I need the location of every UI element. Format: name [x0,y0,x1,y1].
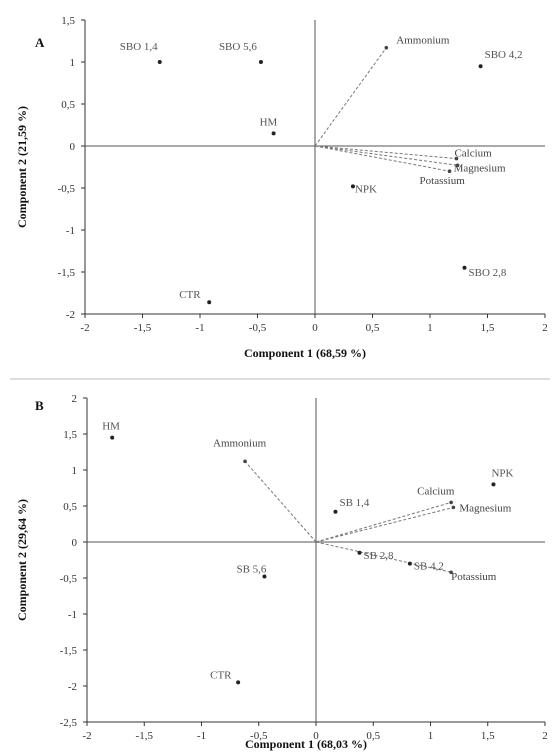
score-label: CTR [210,669,232,681]
loading-label: Magnesium [459,502,511,514]
x-tick-label: 1,5 [481,730,495,742]
score-point [350,184,355,189]
y-tick-label: 0 [70,141,76,153]
x-tick-label: 1 [428,730,434,742]
y-tick-label: -2 [68,681,77,693]
y-tick-label: -2,5 [60,717,78,729]
y-tick-label: 1,5 [61,15,75,27]
score-label: SB 5,6 [236,564,266,576]
y-axis-title: Component 2 (21,59 %) [15,106,29,228]
score-point [462,265,467,270]
x-tick-label: 0,5 [366,730,380,742]
loading-label: Calcium [454,148,492,160]
y-tick-label: -0,5 [60,573,78,585]
loading-point-calcium [454,156,459,161]
panel-letter: B [35,398,44,413]
x-tick-label: 2 [542,730,548,742]
loading-vector-calcium [314,145,457,160]
loading-vector-potassium [314,145,450,172]
loading-label: Calcium [417,485,455,497]
x-axis-title: Component 1 (68,03 %) [245,737,367,751]
loading-vector-calcium [315,501,452,543]
y-tick-label: 2 [72,393,78,405]
x-tick-label: -1,5 [136,730,154,742]
score-label: SBO 4,2 [485,49,523,61]
score-point [157,60,162,64]
loading-label: Potassium [451,571,497,583]
score-label: SBO 1,4 [120,41,158,53]
loading-label: Magnesium [454,162,506,174]
x-tick-label: 1 [427,322,433,334]
x-tick-label: -2 [80,322,89,334]
score-point [478,64,483,69]
score-point [110,435,115,440]
y-tick-label: 0 [72,537,78,549]
score-point [357,550,362,555]
y-axis-title: Component 2 (29,64 %) [15,499,29,621]
y-tick-label: 1,5 [63,429,77,441]
x-tick-label: -0,5 [250,730,268,742]
x-tick-label: 0 [313,730,319,742]
y-tick-label: -1,5 [60,645,78,657]
loading-label: Ammonium [396,35,450,47]
x-tick-label: 0 [312,322,318,334]
y-tick-label: -0,5 [58,183,76,195]
score-label: SB 4,2 [414,561,444,573]
x-tick-label: 0,5 [366,322,380,334]
score-label: SB 1,4 [339,497,369,509]
loading-vector-potassium [315,541,452,573]
x-tick-label: -0,5 [249,322,267,334]
panel-letter: A [35,35,45,50]
x-tick-label: -1,5 [134,322,152,334]
score-point [491,482,496,487]
y-tick-label: -1 [66,225,75,237]
loading-point-potassium [447,169,452,173]
score-label: SBO 2,8 [469,267,507,279]
y-tick-label: 1 [70,57,76,69]
loading-point-magnesium [451,505,456,510]
y-tick-label: 0,5 [63,501,77,513]
score-label: SB 2,8 [364,550,394,562]
x-axis-title: Component 1 (68,59 %) [244,346,366,360]
y-tick-label: 0,5 [61,99,75,111]
score-point [271,131,276,136]
y-tick-label: -1,5 [58,267,76,279]
x-tick-label: 1,5 [481,322,495,334]
score-label: SBO 5,6 [219,41,257,53]
x-tick-label: -1 [197,730,206,742]
loading-point-ammonium [384,45,389,50]
score-label: NPK [491,467,513,479]
loading-point-potassium [449,570,453,575]
y-tick-label: -1 [68,609,77,621]
score-point [258,60,263,64]
loading-vector-magnesium [315,506,454,543]
panel-a-chart: A -2 -1,5 -1 -0,5 0 0,5 1 1,5 2 -2 -1,5 -1 -0,5 0 0,5 1 1… [15,15,548,360]
score-label: NPK [355,183,377,195]
score-point [236,680,241,685]
loading-vector-ammonium [314,47,387,147]
score-label: HM [102,421,120,433]
panel-b-chart: B -2 -1,5 -1 -0,5 0 0,5 1 1,5 2 -2,5 -2 -1,5 -1 -0,5 0 0… [15,393,548,751]
score-label: HM [260,116,278,128]
loading-point-magnesium [455,163,460,168]
x-tick-label: -2 [82,730,91,742]
y-tick-label: 1 [72,465,78,477]
loading-label: Ammonium [213,437,267,449]
score-label: CTR [179,289,201,301]
loading-vector-ammonium [244,461,317,543]
x-tick-label: 2 [542,322,548,334]
score-point [333,509,338,514]
score-point [262,574,267,579]
score-point [207,300,212,305]
y-tick-label: -2 [66,309,75,321]
loading-label: Potassium [420,175,466,187]
loading-point-ammonium [243,459,247,464]
score-point [407,561,412,566]
loading-vector-magnesium [314,145,458,166]
loading-point-calcium [449,500,453,505]
x-tick-label: -1 [195,322,204,334]
